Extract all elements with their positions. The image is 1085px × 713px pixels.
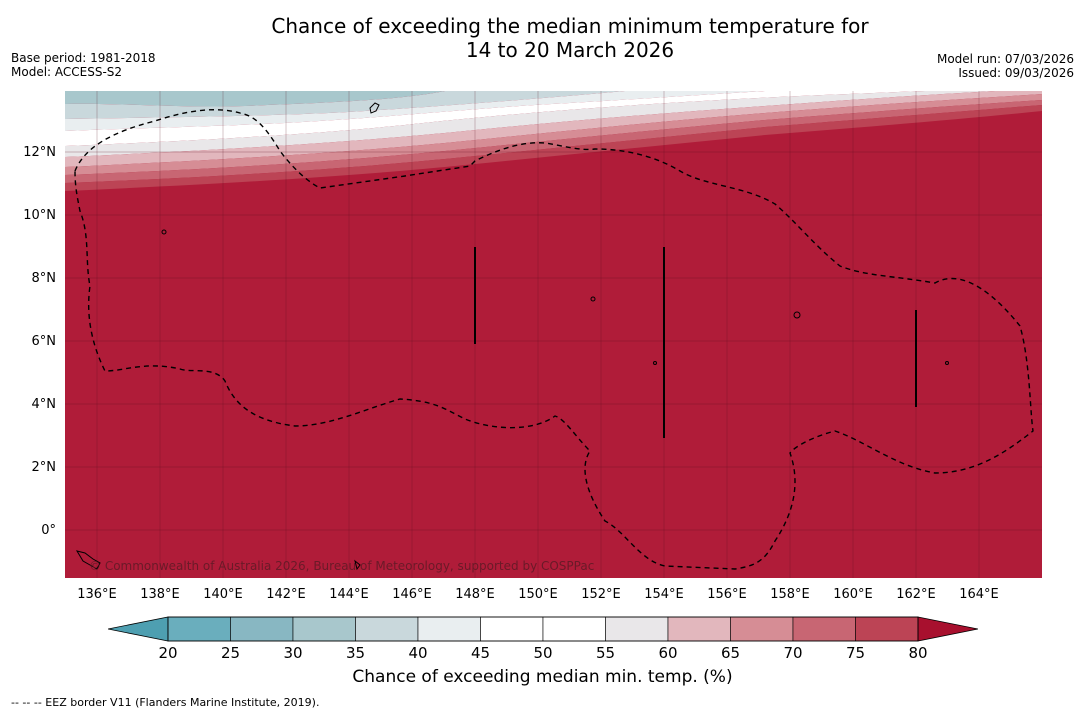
island-palau [75,550,101,570]
model-text: Model: ACCESS-S2 [11,65,123,79]
longitude-label: 164°E [959,587,999,602]
colorbar-tick-label: 55 [595,644,616,662]
latitude-label: 6°N [31,334,57,349]
colorbar-segment [542,616,606,642]
model-run-text: Model run: 07/03/2026 [936,52,1074,66]
band-35-40 [65,91,625,119]
longitude-label: 148°E [455,587,495,602]
band-75-80 [65,105,1042,191]
latitude-label: 0° [41,523,56,538]
colorbar-segments [167,616,919,642]
longitude-label: 156°E [707,587,747,602]
band-60-65 [65,91,1042,167]
colorbar-segment [355,616,419,642]
longitude-label: 140°E [203,587,243,602]
colorbar-tick-label: 80 [908,644,928,662]
colorbar-segment [730,616,794,642]
colorbar-segment [292,616,356,642]
colorbar-tick-label: 20 [158,644,178,662]
colorbar [108,616,978,642]
map-title: Chance of exceeding the median minimum t… [0,14,1085,62]
longitude-label: 158°E [770,587,810,602]
colorbar-segment [480,616,544,642]
colorbar-tick-label: 65 [720,644,741,662]
base-period-text: Base period: 1981-2018 [11,51,156,65]
colorbar-high-extend [917,616,978,642]
longitude-label: 162°E [896,587,936,602]
colorbar-tick-label: 35 [345,644,366,662]
colorbar-segment [417,616,481,642]
colorbar-segment [167,616,231,642]
colorbar-tick-label: 60 [658,644,678,662]
artefact-lines [474,247,917,438]
latitude-label: 10°N [23,208,56,223]
latitude-label: 2°N [31,460,57,475]
longitude-label: 160°E [833,587,873,602]
longitude-label: 154°E [644,587,684,602]
band-55-60 [65,91,995,157]
band-65-70 [65,94,1042,175]
map-graphic: © Commonwealth of Australia 2026, Bureau… [65,91,1042,578]
band-70-75 [65,100,1042,183]
eez-border-west [74,109,1034,570]
island-guam [369,102,380,114]
colorbar-tick-label: 75 [845,644,866,662]
colorbar-tick-label: 50 [533,644,553,662]
colorbar-segment [792,616,856,642]
latitude-label: 12°N [23,145,56,160]
colorbar-segment [855,616,919,642]
colorbar-tick-label: 45 [470,644,491,662]
colorbar-tick-label: 40 [408,644,428,662]
colorbar-tick-label: 70 [783,644,803,662]
longitude-label: 142°E [266,587,306,602]
longitude-label: 138°E [140,587,180,602]
colorbar-segment [667,616,731,642]
map-title-line2: 14 to 20 March 2026 [465,38,675,62]
meta-left: Base period: 1981-2018 Model: ACCESS-S2 [11,51,156,79]
colorbar-low-extend [108,616,169,642]
colorbar-segment [605,616,669,642]
colorbar-tick-label: 30 [283,644,303,662]
longitude-label: 136°E [77,587,117,602]
band-30-35 [65,91,445,107]
longitude-label: 150°E [518,587,558,602]
longitude-label: 146°E [392,587,432,602]
issued-text: Issued: 09/03/2026 [958,66,1074,80]
longitude-label: 152°E [581,587,621,602]
colorbar-tick-label: 25 [220,644,241,662]
copyright-text: © Commonwealth of Australia 2026, Bureau… [89,559,594,573]
island-kosrae [354,559,361,571]
probability-map: © Commonwealth of Australia 2026, Bureau… [65,91,1042,578]
meta-right: Model run: 07/03/2026 Issued: 09/03/2026 [937,52,1074,80]
band-45-55 [65,91,925,146]
colorbar-label: Chance of exceeding median min. temp. (%… [352,667,733,687]
island-outlines [75,102,949,571]
map-title-line1: Chance of exceeding the median minimum t… [271,14,869,38]
island-pohnpei [793,311,801,319]
band-40-45 [65,91,765,131]
eez-footnote: -- -- -- EEZ border V11 (Flanders Marine… [11,696,320,709]
longitude-label: 144°E [329,587,369,602]
latitude-label: 8°N [31,271,57,286]
latitude-label: 4°N [31,397,57,412]
colorbar-segment [230,616,294,642]
graticule-lines [65,91,1042,578]
